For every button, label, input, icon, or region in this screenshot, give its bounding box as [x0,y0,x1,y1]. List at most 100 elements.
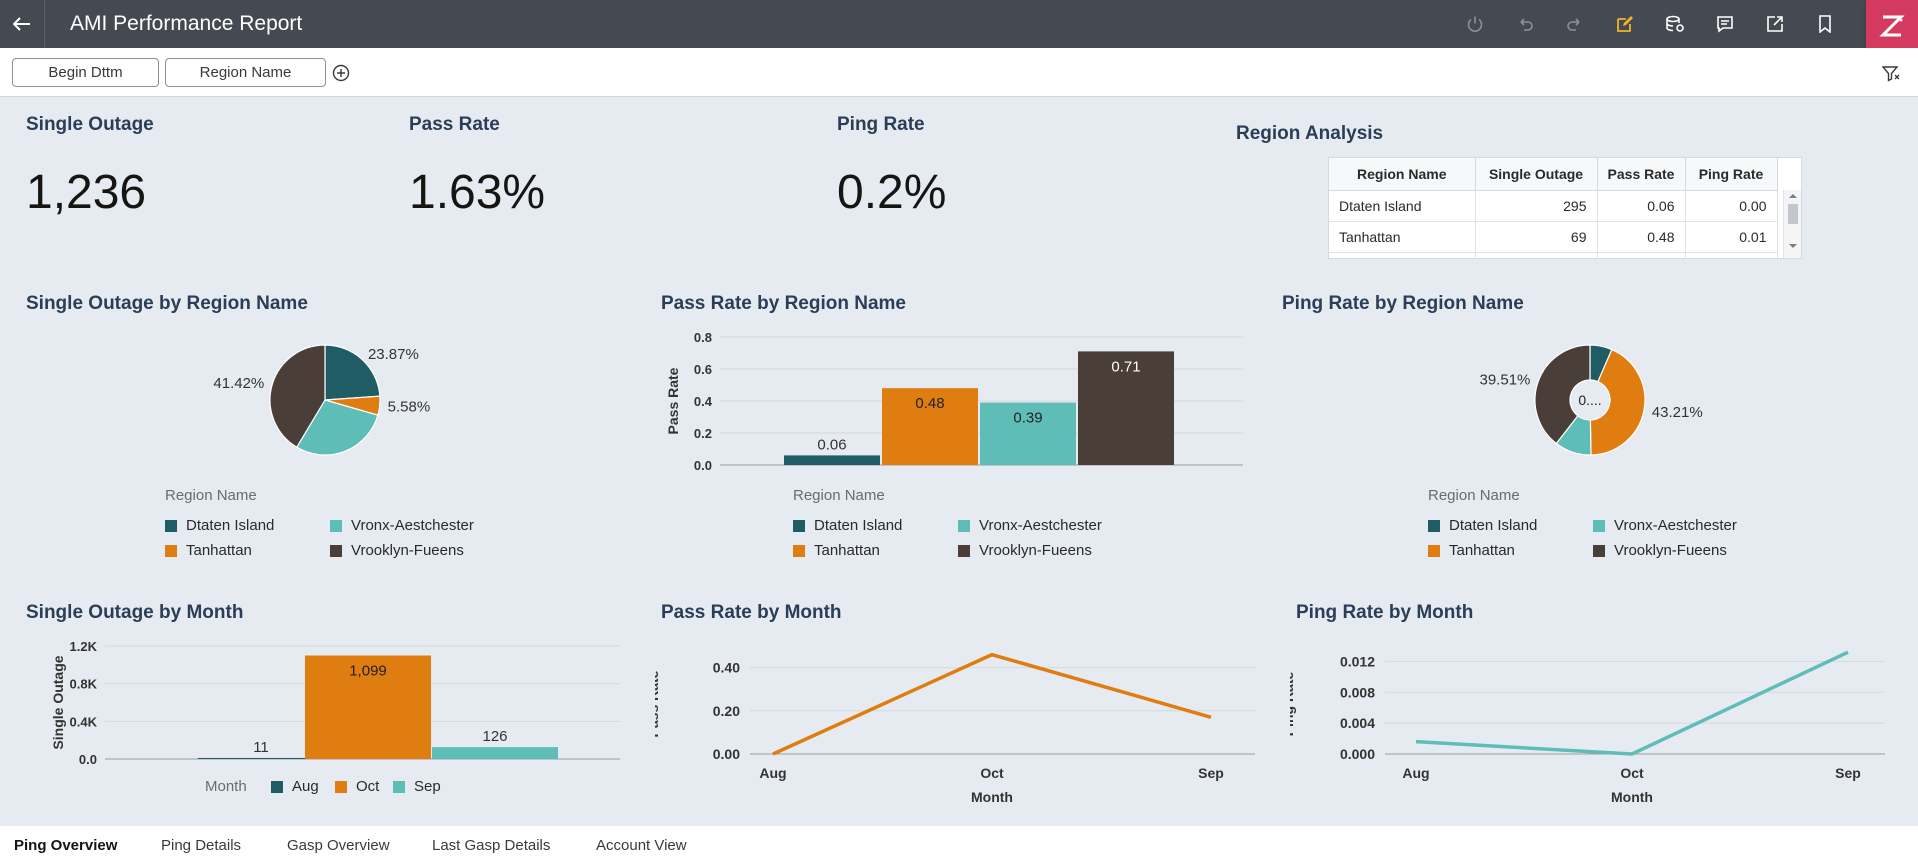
y-tick-label: 0.40 [713,660,740,676]
legend-item[interactable]: Vrooklyn-Fueens [1593,542,1727,559]
x-tick-label: Aug [1402,765,1429,781]
scroll-down-icon[interactable] [1789,244,1797,248]
legend-item[interactable]: Vronx-Aestchester [1593,517,1737,534]
legend-item[interactable]: Vrooklyn-Fueens [330,542,464,559]
pass-rate-bar-chart[interactable]: 0.0 0.2 0.4 0.6 0.8 Pass Rate 0.06 0.48 0.39 0.71 [655,325,1255,475]
legend-item[interactable]: Vrooklyn-Fueens [958,542,1092,559]
redo-button[interactable] [1562,11,1588,37]
tab-account-view[interactable]: Account View [596,837,687,854]
bar-value-label: 0.06 [817,436,846,453]
chart-title: Ping Rate by Month [1296,602,1474,623]
chart-title: Pass Rate by Region Name [661,293,906,314]
legend-item[interactable]: Tanhattan [793,542,880,559]
legend-item[interactable]: Vronx-Aestchester [330,517,474,534]
bar[interactable] [305,655,431,759]
single-outage-month-bar-chart[interactable]: 0.0 0.4K 0.8K 1.2K Single Outage 11 1,099 126 [20,630,630,770]
donut-center-label: 0.... [1578,392,1601,408]
edit-button[interactable] [1612,11,1638,37]
x-tick-label: Oct [980,765,1004,781]
table-row[interactable] [1329,252,1778,258]
column-header[interactable]: Region Name [1329,158,1476,191]
bar[interactable] [980,402,1076,465]
data-button[interactable] [1662,11,1688,37]
bookmark-button[interactable] [1812,11,1838,37]
legend-swatch [793,519,805,532]
scroll-thumb[interactable] [1788,204,1798,224]
legend-item[interactable]: Aug [271,778,319,795]
scroll-up-icon[interactable] [1789,194,1797,198]
legend-item[interactable]: Dtaten Island [793,517,902,534]
bar[interactable] [432,747,558,759]
share-button[interactable] [1762,11,1788,37]
table-cell: Tanhattan [1329,221,1476,253]
legend-item[interactable]: Tanhattan [1428,542,1515,559]
legend-item[interactable]: Vronx-Aestchester [958,517,1102,534]
y-tick-label: 0.6 [694,362,712,377]
legend-item[interactable]: Tanhattan [165,542,252,559]
pass-rate-month-line-chart[interactable]: 0.00 0.20 0.40 Pass Rate Aug Oct Sep Month [655,630,1260,810]
table-row[interactable]: Tanhattan 69 0.48 0.01 [1329,221,1778,253]
legend-label: Vrooklyn-Fueens [979,542,1092,559]
legend-label: Vrooklyn-Fueens [1614,542,1727,559]
bar[interactable] [784,455,880,465]
legend-item[interactable]: Sep [393,778,441,795]
back-arrow-icon [13,17,30,31]
page-title: AMI Performance Report [70,12,303,35]
tab-ping-details[interactable]: Ping Details [161,837,242,854]
filter-panel-button[interactable] [1880,62,1902,84]
bar[interactable] [198,757,324,759]
column-header[interactable]: Pass Rate [1597,158,1686,191]
x-tick-label: Sep [1198,765,1224,781]
legend-label: Tanhattan [1449,542,1515,559]
bar[interactable] [1078,351,1174,465]
legend-label: Dtaten Island [814,517,903,534]
y-tick-label: 0.20 [713,703,740,719]
table-row[interactable]: Dtaten Island 295 0.06 0.00 [1329,190,1778,222]
column-header[interactable]: Single Outage [1475,158,1598,191]
slice-label: 41.42% [213,375,264,392]
table-cell: 0.48 [1597,221,1686,253]
app-logo[interactable] [1866,0,1918,52]
legend-item[interactable]: Dtaten Island [1428,517,1537,534]
y-axis-label: Pass Rate [665,367,681,434]
y-tick-label: 1.2K [70,639,98,654]
filter-region-name[interactable]: Region Name [165,58,326,87]
tab-last-gasp-details[interactable]: Last Gasp Details [432,837,551,854]
x-tick-label: Sep [1835,765,1861,781]
slice-label: 43.21% [1652,404,1703,421]
column-header[interactable]: Ping Rate [1685,158,1778,191]
filter-begin-dttm[interactable]: Begin Dttm [12,58,159,87]
legend-item[interactable]: Dtaten Island [165,517,274,534]
app-header: AMI Performance Report [0,0,1918,52]
edit-icon [1617,16,1633,32]
tab-ping-overview[interactable]: Ping Overview [14,837,118,854]
y-tick-label: 0.8K [70,677,98,692]
pie-slice[interactable] [324,344,381,401]
series-line[interactable] [772,652,1212,756]
region-analysis-title: Region Analysis [1236,123,1384,144]
ping-rate-donut-chart[interactable]: 43.21% 39.51% 0.... [1440,330,1740,470]
tab-gasp-overview[interactable]: Gasp Overview [287,837,390,854]
kpi-pass-rate-title: Pass Rate [409,114,500,135]
y-tick-label: 0.4 [694,394,713,409]
legend-label: Vronx-Aestchester [979,517,1102,534]
pie-slice[interactable] [1534,344,1591,445]
undo-button[interactable] [1512,11,1538,37]
series-line[interactable] [1415,650,1849,756]
logo-icon [1879,15,1905,37]
comment-button[interactable] [1712,11,1738,37]
back-button[interactable] [0,0,44,48]
y-tick-label: 0.004 [1340,715,1375,731]
single-outage-pie-chart[interactable]: 23.87% 5.58% 41.42% [190,330,490,470]
legend-item[interactable]: Oct [335,778,379,795]
pie-slice[interactable] [1589,348,1646,456]
ping-rate-month-line-chart[interactable]: 0.000 0.004 0.008 0.012 Ping Rate Aug Oct Sep Mo… [1290,630,1890,810]
y-tick-label: 0.2 [694,426,712,441]
add-filter-button[interactable] [330,62,352,84]
refresh-button[interactable] [1462,11,1488,37]
pie-slice[interactable] [269,344,326,449]
bar[interactable] [882,388,978,465]
y-tick-label: 0.8 [694,330,712,345]
legend-label: Sep [414,778,441,795]
table-scrollbar[interactable] [1783,190,1801,258]
